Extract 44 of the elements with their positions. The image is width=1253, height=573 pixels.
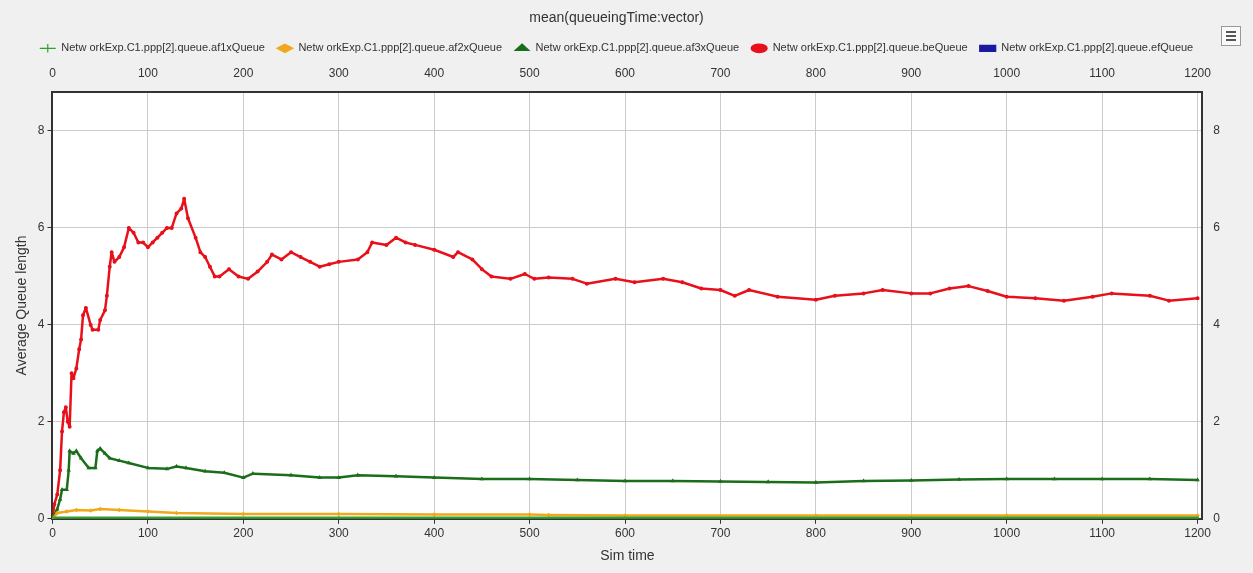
x2-tick-label: 0	[49, 66, 57, 81]
x2-tick-label: 1200	[1184, 66, 1212, 81]
x2-tick-label: 600	[615, 66, 636, 81]
x2-tick-label: 200	[233, 66, 254, 81]
x2-tick-label: 800	[805, 66, 827, 81]
x2-tick-label: 100	[137, 66, 159, 81]
x2-tick-label: 900	[901, 66, 922, 81]
legend-label: Netw orkExp.C1.ppp[2].queue.af3xQueue	[535, 41, 740, 54]
x-axis-title: Sim time	[600, 547, 655, 564]
x-tick-label: 300	[328, 526, 350, 541]
y2-tick-label: 2	[1213, 414, 1221, 429]
y-tick-label: 6	[37, 220, 45, 235]
x2-tick-label: 500	[519, 66, 540, 81]
y-tick-label: 8	[37, 123, 45, 138]
x-tick-label: 1000	[993, 526, 1021, 541]
x2-tick-label: 400	[424, 66, 445, 81]
chart-title: mean(queueingTime:vector)	[529, 9, 704, 26]
x-tick-label: 900	[901, 526, 922, 541]
x-tick-label: 700	[710, 526, 731, 541]
x-tick-label: 0	[49, 526, 57, 541]
y-tick-label: 4	[37, 317, 45, 332]
x-tick-label: 400	[424, 526, 445, 541]
x-tick-label: 800	[805, 526, 827, 541]
x-tick-label: 600	[615, 526, 636, 541]
legend-label: Netw orkExp.C1.ppp[2].queue.beQueue	[772, 41, 968, 54]
y-axis-title: Average Queue length	[13, 235, 30, 376]
y-tick-label: 0	[37, 511, 45, 526]
x-tick-label: 1200	[1184, 526, 1212, 541]
y2-tick-label: 8	[1213, 123, 1221, 138]
x-tick-label: 1100	[1089, 526, 1116, 541]
x2-tick-label: 1000	[993, 66, 1021, 81]
x2-tick-label: 300	[328, 66, 350, 81]
x-tick-label: 100	[137, 526, 159, 541]
x2-tick-label: 1100	[1089, 66, 1116, 81]
x-tick-label: 200	[233, 526, 254, 541]
y-tick-label: 2	[37, 414, 45, 429]
legend-label: Netw orkExp.C1.ppp[2].queue.efQueue	[1001, 41, 1194, 54]
x-tick-label: 500	[519, 526, 540, 541]
legend-label: Netw orkExp.C1.ppp[2].queue.af2xQueue	[298, 41, 503, 54]
legend-label: Netw orkExp.C1.ppp[2].queue.af1xQueue	[61, 41, 265, 54]
y2-tick-label: 6	[1213, 220, 1221, 235]
x2-tick-label: 700	[710, 66, 731, 81]
y2-tick-label: 4	[1213, 317, 1221, 332]
y2-tick-label: 0	[1213, 511, 1221, 526]
